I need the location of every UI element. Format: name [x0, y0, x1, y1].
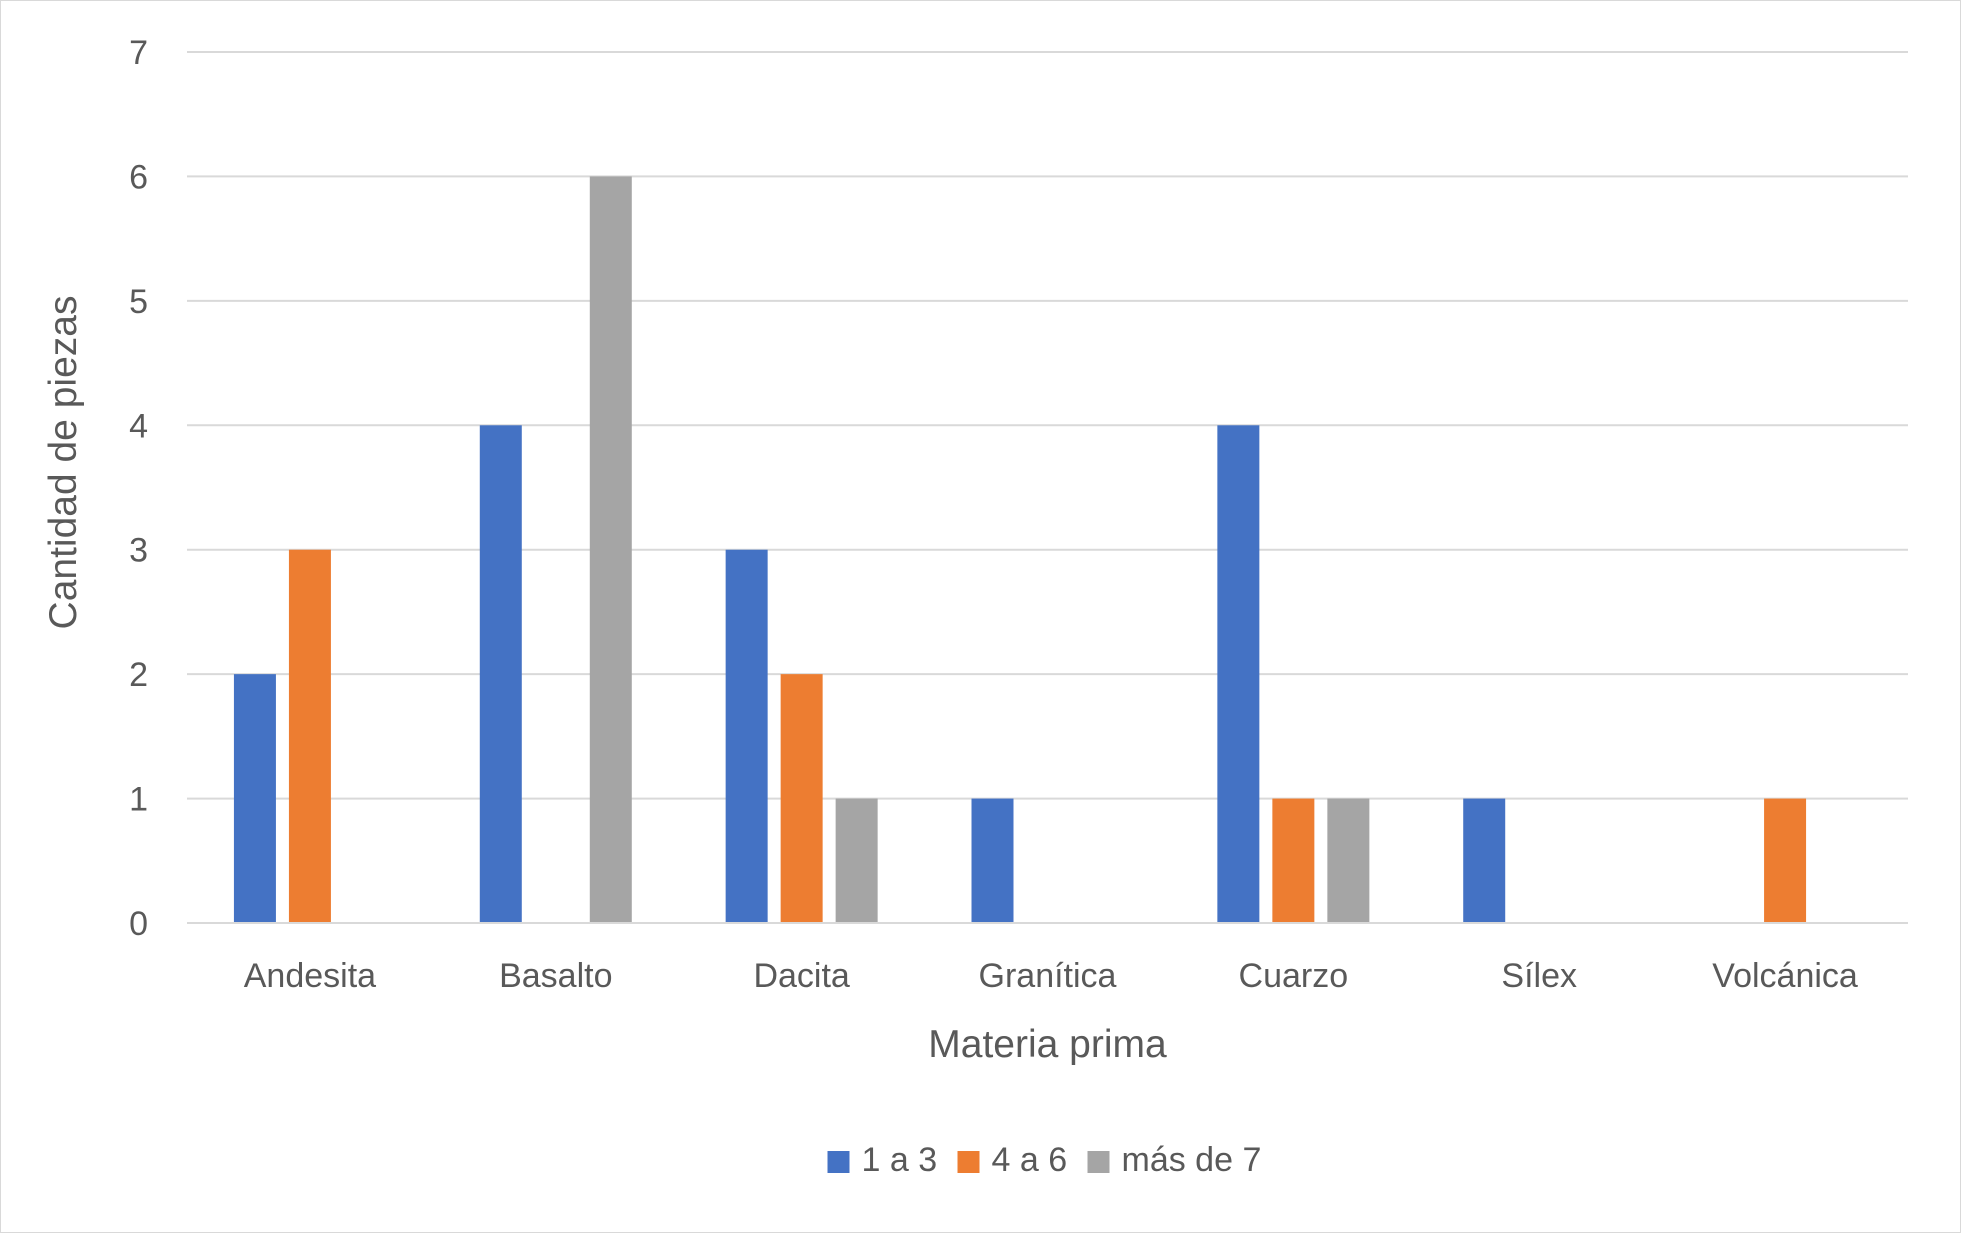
legend-swatch: [957, 1151, 980, 1173]
bar-1-basalto: [479, 425, 522, 923]
bar-1-cuarzo: [1217, 425, 1260, 923]
x-tick-label: Sílex: [1501, 957, 1577, 995]
x-tick-label: Volcánica: [1712, 957, 1858, 995]
gridlines: [187, 51, 1908, 800]
x-tick-label: Andesita: [244, 957, 376, 995]
y-tick-label: 3: [129, 532, 148, 570]
x-tick-label: Cuarzo: [1239, 957, 1349, 995]
legend-swatch: [827, 1151, 850, 1173]
legend-label: más de 7: [1122, 1141, 1262, 1179]
bars: [233, 176, 1807, 923]
bar-2-cuarzo: [1272, 798, 1315, 923]
bar-2-andesita: [288, 549, 331, 923]
x-tick-label: Dacita: [753, 957, 849, 995]
legend-swatch: [1087, 1151, 1110, 1173]
bar-3-dacita: [835, 798, 878, 923]
bar-1-dacita: [725, 549, 768, 923]
y-tick-label: 7: [129, 34, 148, 72]
y-tick-label: 0: [129, 905, 148, 943]
y-tick-label: 1: [129, 781, 148, 819]
bar-1-granítica: [971, 798, 1014, 923]
y-tick-label: 5: [129, 283, 148, 321]
y-tick-label: 6: [129, 158, 148, 196]
bar-2-volcánica: [1764, 798, 1807, 923]
y-axis-title: Cantidad de piezas: [42, 296, 85, 630]
bar-1-sílex: [1463, 798, 1506, 923]
x-axis-ticks: Andesita Basalto Dacita Granítica Cuarzo Síle…: [244, 957, 1858, 995]
legend-label: 4 a 6: [992, 1141, 1068, 1179]
legend: 1 a 3 4 a 6 más de 7: [827, 1141, 1262, 1179]
bar-3-cuarzo: [1327, 798, 1370, 923]
y-tick-label: 2: [129, 656, 148, 694]
x-tick-label: Granítica: [979, 957, 1117, 995]
bar-1-andesita: [233, 674, 276, 923]
y-tick-label: 4: [129, 407, 148, 445]
x-tick-label: Basalto: [499, 957, 612, 995]
legend-label: 1 a 3: [862, 1141, 938, 1179]
x-axis-title: Materia prima: [928, 1023, 1167, 1066]
y-axis-ticks: 0 1 2 3 4 5 6 7: [129, 34, 148, 943]
bar-2-dacita: [780, 674, 823, 923]
bar-3-basalto: [589, 176, 632, 923]
